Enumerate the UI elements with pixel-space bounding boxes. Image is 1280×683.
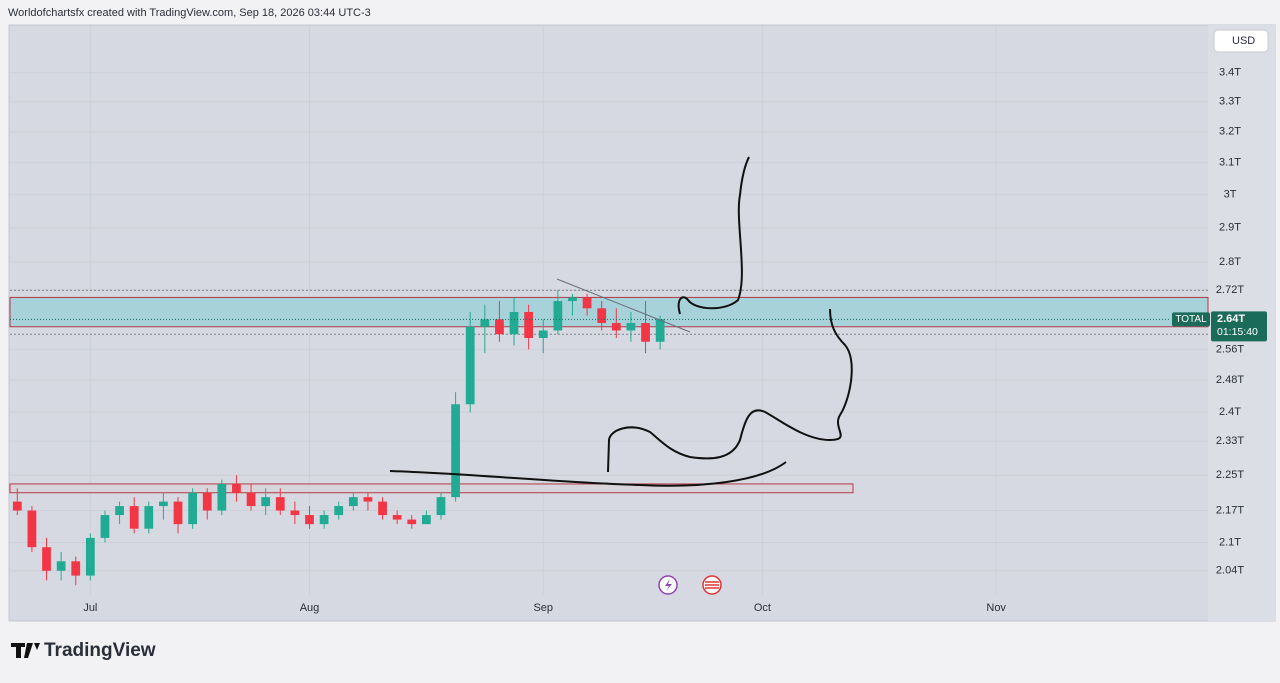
candle-body [378,501,387,516]
y-tick-label: 2.9T [1219,222,1241,234]
last-price-value: 2.64T [1217,313,1245,325]
candle-body [451,404,460,498]
y-tick-label: 2.33T [1216,435,1244,447]
candle-body [319,515,329,525]
plot: 3.4T 3.3T 3.2T 3.1T 3T 2.9T 2.8T 2.72T 2.56T 2.48… [9,25,1267,614]
candle-body [655,319,665,342]
candle-body [232,483,241,493]
candle-body [641,323,650,342]
hand-drawing [677,156,750,315]
logo-mark [11,643,40,658]
candle-body [12,501,22,511]
candle-body [188,492,198,525]
candle-body [246,492,256,507]
candle-body [626,323,636,331]
candle-body [495,319,504,335]
candle-body [290,510,300,516]
candle-body [56,561,66,571]
candle-body [538,330,548,338]
attribution: Worldofchartsfx created with TradingView… [8,7,371,19]
candle-body [480,319,490,327]
currency: USD [1232,35,1255,47]
event-icon-glyph [705,581,719,589]
y-tick-label: 2.17T [1216,504,1244,516]
y-tick-label: 3T [1224,189,1237,201]
y-tick-label: 2.8T [1219,256,1241,268]
candle-body [129,506,139,529]
candle-body [100,515,110,538]
y-tick-label: 2.4T [1219,406,1241,418]
candle-body [392,515,402,520]
candle-body [553,301,563,331]
candle-body [363,497,373,502]
last-price-tag [1172,312,1210,327]
candle-body [407,519,417,525]
candle-body [436,497,446,516]
candle-body [611,323,621,331]
candle-body [582,297,592,309]
y-tick-label: 2.48T [1216,374,1244,386]
candle-body [202,492,212,511]
candle-body [275,497,285,511]
y-tick-label: 3.1T [1219,157,1241,169]
candle-body [71,561,81,576]
y-tick-label: 2.72T [1216,284,1244,296]
candle-body [27,510,37,548]
hand-drawing [607,308,853,473]
candle-body [261,497,271,507]
candle-body [597,308,607,324]
candle-body [348,497,358,507]
x-tick-label: Sep [533,602,553,614]
y-tick-label: 3.4T [1219,66,1241,78]
candle-body [305,515,314,525]
countdown: 01:15:40 [1217,326,1258,338]
x-tick-label: Nov [986,602,1006,614]
candle-body [85,537,95,576]
currency-button[interactable] [1213,29,1269,53]
zone [9,483,854,494]
brand: TradingView [44,640,156,661]
candle-body [524,311,534,338]
x-tick-label: Oct [754,602,771,614]
x-tick-label: Aug [300,602,320,614]
candle-body [115,506,124,516]
last-price-name: TOTAL [1175,314,1207,325]
y-tick-label: 2.04T [1216,565,1244,577]
candle-body [159,501,168,507]
candle-body [217,483,227,511]
candle-body [509,311,519,335]
last-price-box [1211,311,1267,342]
y-tick-label: 2.25T [1216,469,1244,481]
candle-body [144,506,154,529]
hand-drawing [389,461,787,487]
candle-body [421,515,431,525]
zone [9,296,1209,328]
candle-body [465,326,475,405]
y-tick-label: 2.1T [1219,536,1241,548]
trend-line [556,278,691,333]
x-tick-label: Jul [83,602,97,614]
event-icon-glyph [665,579,672,591]
y-tick-label: 3.2T [1219,126,1241,138]
candle-body [334,506,344,516]
y-tick-label: 2.56T [1216,343,1244,355]
candle-body [568,297,577,302]
candle-body [42,547,51,571]
y-tick-label: 3.3T [1219,96,1241,108]
candle-body [173,501,183,525]
